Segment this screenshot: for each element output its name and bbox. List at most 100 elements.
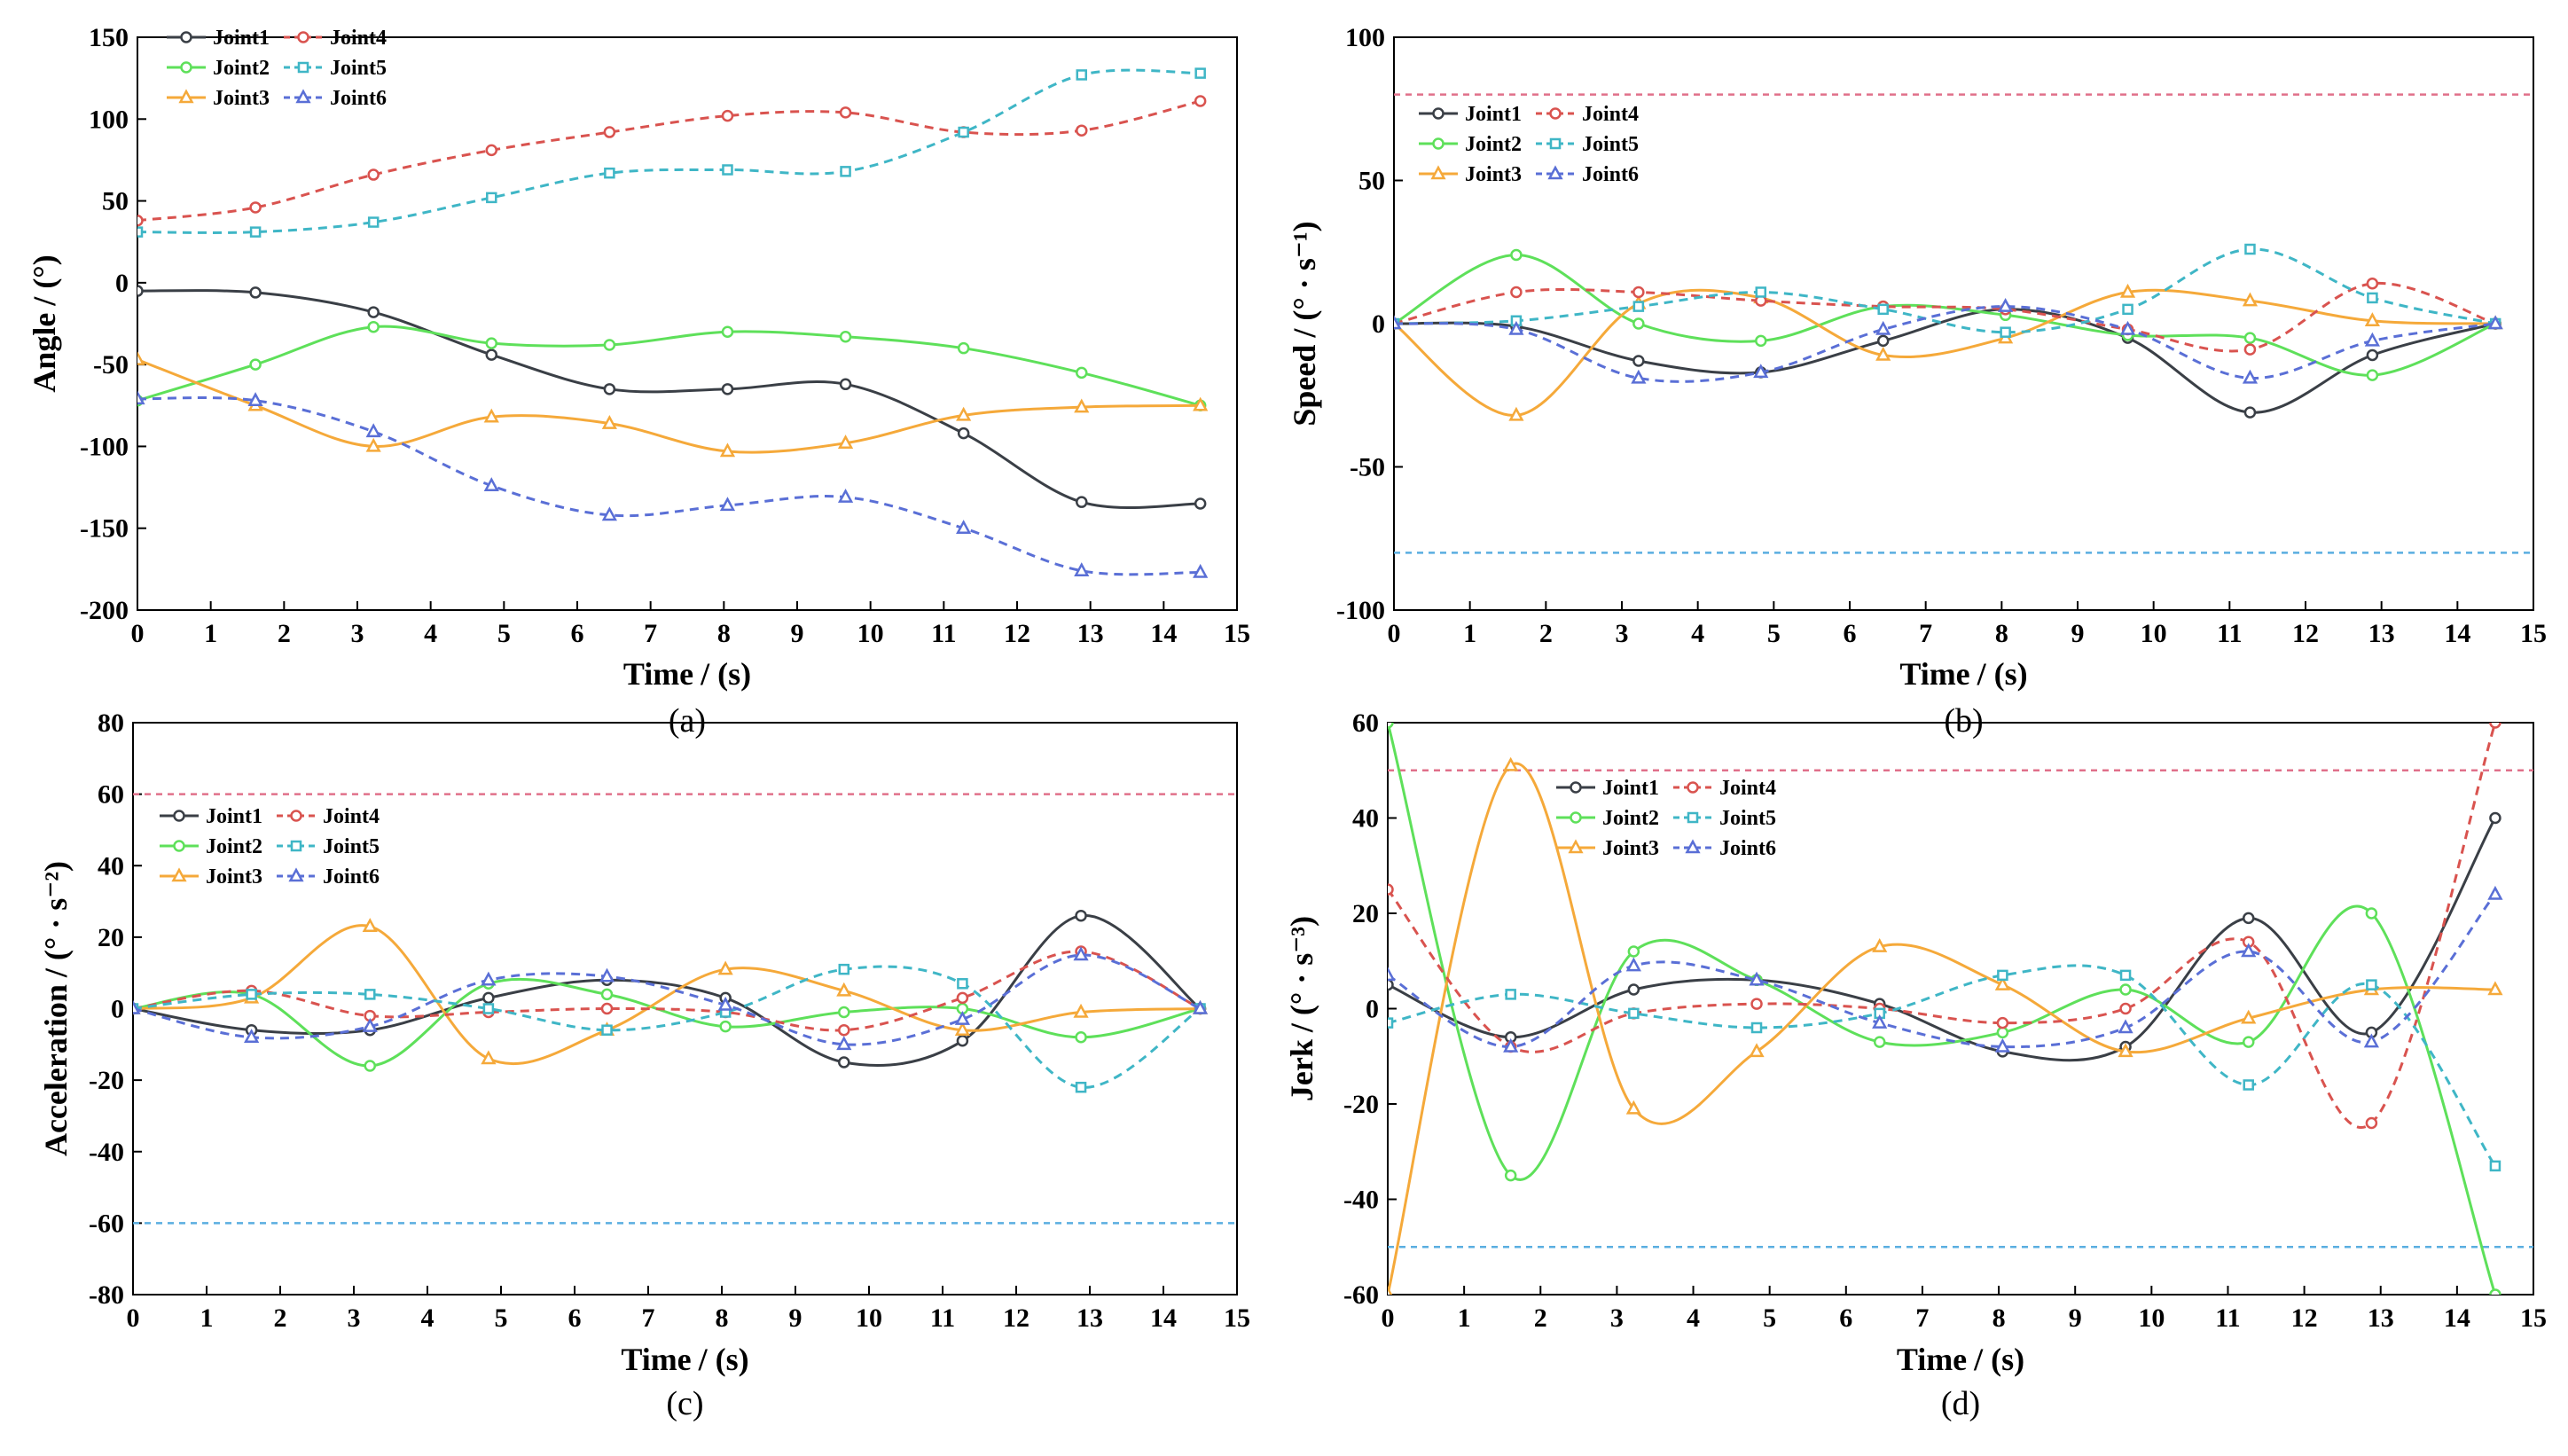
data-point-joint5 bbox=[246, 989, 257, 1000]
legend-label-joint2: Joint2 bbox=[213, 57, 270, 80]
data-point-joint6 bbox=[1074, 562, 1090, 576]
series-line-joint6 bbox=[1388, 893, 2497, 1049]
x-tick-label: 4 bbox=[1687, 1303, 1700, 1333]
y-axis-label-main: Jerk bbox=[1284, 1039, 1319, 1101]
x-tick-label: 13 bbox=[1077, 619, 1104, 648]
plot-frame bbox=[1387, 722, 2534, 1296]
data-point-joint6 bbox=[1508, 320, 1524, 335]
legend-marker-joint4 bbox=[1549, 107, 1562, 120]
data-point-joint6 bbox=[2364, 332, 2380, 347]
legend-marker-joint5 bbox=[1687, 811, 1699, 824]
legend-marker-joint2 bbox=[173, 840, 185, 852]
x-tick-label: 12 bbox=[1003, 1303, 1030, 1333]
y-axis-label-main: Speed bbox=[1287, 345, 1322, 427]
data-point-joint6 bbox=[837, 489, 854, 503]
data-point-joint4 bbox=[1075, 124, 1088, 137]
plot-frame bbox=[132, 722, 1238, 1296]
y-tick-label: 0 bbox=[115, 269, 129, 298]
x-tick-label: 14 bbox=[2444, 1303, 2470, 1333]
data-point-joint3 bbox=[956, 406, 972, 421]
y-tick-label: -80 bbox=[89, 1280, 124, 1310]
data-point-joint3 bbox=[481, 1050, 497, 1065]
y-axis-label-main: Acceleration bbox=[38, 984, 74, 1156]
x-tick-label: 10 bbox=[2141, 619, 2167, 648]
x-tick-label: 11 bbox=[2215, 1303, 2240, 1333]
x-tick-label: 2 bbox=[274, 1303, 287, 1333]
data-point-joint3 bbox=[365, 437, 381, 452]
y-tick-label: 40 bbox=[1352, 804, 1379, 834]
x-tick-label: 5 bbox=[497, 619, 511, 648]
data-point-joint5 bbox=[840, 166, 851, 177]
data-point-joint6 bbox=[137, 390, 145, 405]
data-point-joint5 bbox=[1750, 1022, 1763, 1034]
y-tick-label: -100 bbox=[1336, 596, 1385, 625]
data-point-joint6 bbox=[2487, 315, 2503, 330]
data-point-joint1 bbox=[2366, 348, 2379, 362]
data-point-joint5 bbox=[1997, 969, 2008, 982]
x-tick-label: 8 bbox=[1993, 1303, 2006, 1333]
data-point-joint4 bbox=[485, 144, 498, 157]
data-point-joint4 bbox=[2119, 1002, 2132, 1015]
data-point-joint4 bbox=[367, 168, 380, 181]
x-tick-label: 1 bbox=[204, 619, 217, 648]
data-point-joint3 bbox=[483, 408, 499, 423]
x-tick-label: 6 bbox=[1839, 1303, 1852, 1333]
data-point-joint6 bbox=[836, 1036, 852, 1051]
y-tick-label: 60 bbox=[1352, 708, 1379, 738]
data-point-joint1 bbox=[482, 991, 495, 1005]
legend-label-joint2: Joint2 bbox=[1465, 133, 1522, 156]
data-point-joint2 bbox=[1075, 1031, 1087, 1044]
x-tick-label: 9 bbox=[2071, 619, 2085, 648]
data-point-joint2 bbox=[1388, 723, 1394, 729]
x-tick-label: 4 bbox=[1691, 619, 1704, 648]
x-tick-label: 5 bbox=[495, 1303, 508, 1333]
series-line-joint4 bbox=[133, 950, 1202, 1032]
legend-marker-joint6 bbox=[1685, 839, 1701, 854]
legend: Joint1 Joint2 Joint3 Joint4 Joint5 Joint6 bbox=[1419, 103, 1639, 186]
y-axis-label-main: Angle bbox=[27, 313, 62, 393]
data-point-joint5 bbox=[1632, 301, 1645, 312]
x-axis-label-unit: / (s) bbox=[698, 1342, 749, 1377]
data-point-joint5 bbox=[137, 226, 144, 238]
data-point-joint4 bbox=[249, 201, 262, 214]
plot-frame bbox=[137, 36, 1238, 611]
data-point-joint6 bbox=[1394, 315, 1402, 330]
data-point-joint3 bbox=[1388, 1286, 1393, 1295]
x-axis-label-unit: / (s) bbox=[1973, 1342, 2024, 1377]
data-point-joint3 bbox=[137, 350, 145, 365]
data-point-joint2 bbox=[2119, 983, 2132, 996]
data-point-joint1 bbox=[1075, 496, 1088, 508]
x-tick-label: 6 bbox=[1844, 619, 1857, 648]
x-tick-label: 7 bbox=[1915, 1303, 1929, 1333]
data-point-joint3 bbox=[2118, 1043, 2133, 1058]
data-point-joint3 bbox=[362, 918, 378, 933]
data-point-joint6 bbox=[483, 477, 499, 491]
legend-label-joint4: Joint4 bbox=[330, 27, 387, 50]
data-point-joint6 bbox=[1749, 971, 1765, 986]
data-point-joint5 bbox=[957, 978, 968, 990]
data-point-joint3 bbox=[954, 1022, 971, 1036]
series-line-joint1 bbox=[1394, 308, 2496, 414]
data-point-joint3 bbox=[2487, 981, 2503, 996]
data-point-joint4 bbox=[956, 991, 969, 1005]
data-point-joint2 bbox=[1510, 248, 1523, 262]
data-point-joint5 bbox=[2122, 303, 2133, 316]
x-tick-label: 12 bbox=[2291, 1303, 2318, 1333]
y-axis-label: Acceleration / (° · s⁻²) bbox=[38, 861, 74, 1156]
legend: Joint1 Joint2 Joint3 Joint4 Joint5 Joint6 bbox=[1556, 777, 1776, 860]
data-point-joint3 bbox=[2242, 292, 2259, 307]
x-tick-label: 8 bbox=[1995, 619, 2008, 648]
x-tick-label: 12 bbox=[2292, 619, 2319, 648]
data-point-joint5 bbox=[1755, 286, 1767, 298]
x-axis-label: Time / (s) bbox=[621, 1342, 748, 1377]
data-point-joint6 bbox=[244, 1029, 260, 1043]
x-tick-label: 6 bbox=[571, 619, 584, 648]
chart-panel-0: 0 1 2 3 4 5 6 7 8 9 10 11 12 13 14 15-200-150-100-50050… bbox=[27, 23, 1250, 740]
data-point-joint3 bbox=[2119, 283, 2136, 298]
data-point-joint5 bbox=[838, 963, 850, 975]
series-line-joint2 bbox=[137, 325, 1202, 407]
data-point-joint2 bbox=[2489, 1288, 2501, 1295]
x-tick-label: 4 bbox=[424, 619, 437, 648]
legend-label-joint5: Joint5 bbox=[1582, 133, 1639, 156]
series-line-joint6 bbox=[133, 953, 1202, 1046]
